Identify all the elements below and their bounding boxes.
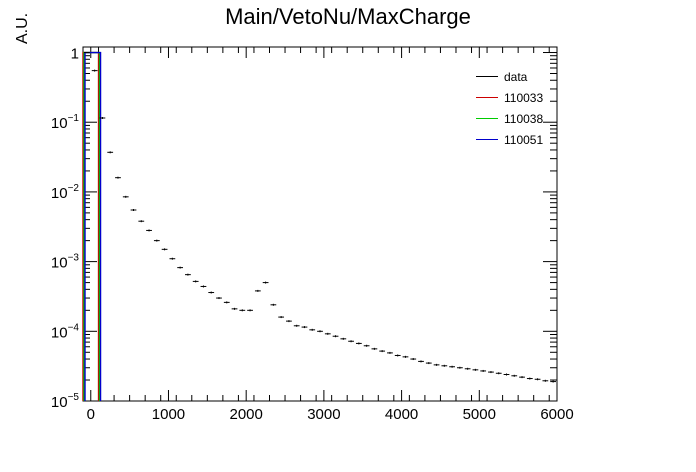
legend-label-110051: 110051	[504, 132, 544, 147]
legend-swatch-data	[476, 76, 498, 77]
x-tick-label: 2000	[229, 406, 262, 423]
x-tick-label: 4000	[385, 406, 418, 423]
legend-label-110038: 110038	[504, 111, 544, 126]
y-tick-label: 10−5	[51, 392, 80, 411]
chart-title: Main/VetoNu/MaxCharge	[225, 4, 471, 29]
mc-hist-110038	[83, 51, 101, 401]
legend-label-110033: 110033	[504, 90, 544, 105]
legend: data 110033 110038 110051	[476, 66, 566, 150]
y-tick-label: 10−1	[51, 113, 80, 132]
x-tick-label: 0	[87, 406, 95, 423]
y-tick-label: 10−3	[51, 253, 80, 272]
y-tick-label: 10−2	[51, 183, 80, 202]
legend-swatch-110033	[476, 97, 498, 98]
y-tick-label: 10−4	[51, 322, 80, 341]
y-tick-label: 1	[71, 46, 79, 63]
x-tick-label: 6000	[540, 406, 573, 423]
legend-entry-110038: 110038	[476, 108, 566, 129]
legend-entry-110033: 110033	[476, 87, 566, 108]
x-tick-label: 3000	[307, 406, 340, 423]
legend-label-data: data	[504, 69, 528, 84]
legend-entry-110051: 110051	[476, 129, 566, 150]
legend-entry-data: data	[476, 66, 566, 87]
mc-hist-110051	[84, 51, 102, 401]
x-tick-label: 1000	[152, 406, 185, 423]
legend-swatch-110038	[476, 118, 498, 119]
legend-swatch-110051	[476, 139, 498, 140]
x-tick-label: 5000	[463, 406, 496, 423]
